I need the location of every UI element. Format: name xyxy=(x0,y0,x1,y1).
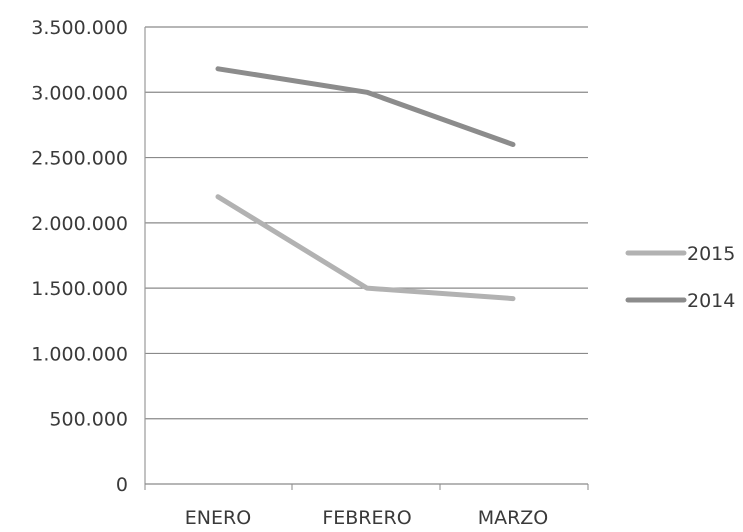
x-category-label: MARZO xyxy=(478,507,549,529)
y-axis-tick-labels: 0 500.000 1.000.000 1.500.000 2.000.000 2.500… xyxy=(31,17,128,496)
legend-label: 2015 xyxy=(687,243,735,265)
series-line-2014 xyxy=(215,66,516,148)
y-tick-label: 1.000.000 xyxy=(31,343,128,365)
axes xyxy=(144,27,589,490)
x-category-label: ENERO xyxy=(185,507,251,529)
y-tick-label: 3.000.000 xyxy=(31,82,128,104)
gridlines xyxy=(145,26,588,420)
x-category-label: FEBRERO xyxy=(322,507,411,529)
y-tick-label: 3.500.000 xyxy=(31,17,128,39)
y-tick-label: 2.000.000 xyxy=(31,213,128,235)
series-line-2015 xyxy=(215,194,516,302)
y-tick-label: 1.500.000 xyxy=(31,278,128,300)
y-tick-label: 500.000 xyxy=(49,409,128,431)
y-tick-label: 0 xyxy=(116,474,128,496)
x-axis-category-labels: ENERO FEBRERO MARZO xyxy=(185,507,548,529)
legend-label: 2014 xyxy=(687,290,735,312)
legend: 2015 2014 xyxy=(625,243,735,312)
y-tick-label: 2.500.000 xyxy=(31,148,128,170)
series-lines xyxy=(215,66,516,302)
